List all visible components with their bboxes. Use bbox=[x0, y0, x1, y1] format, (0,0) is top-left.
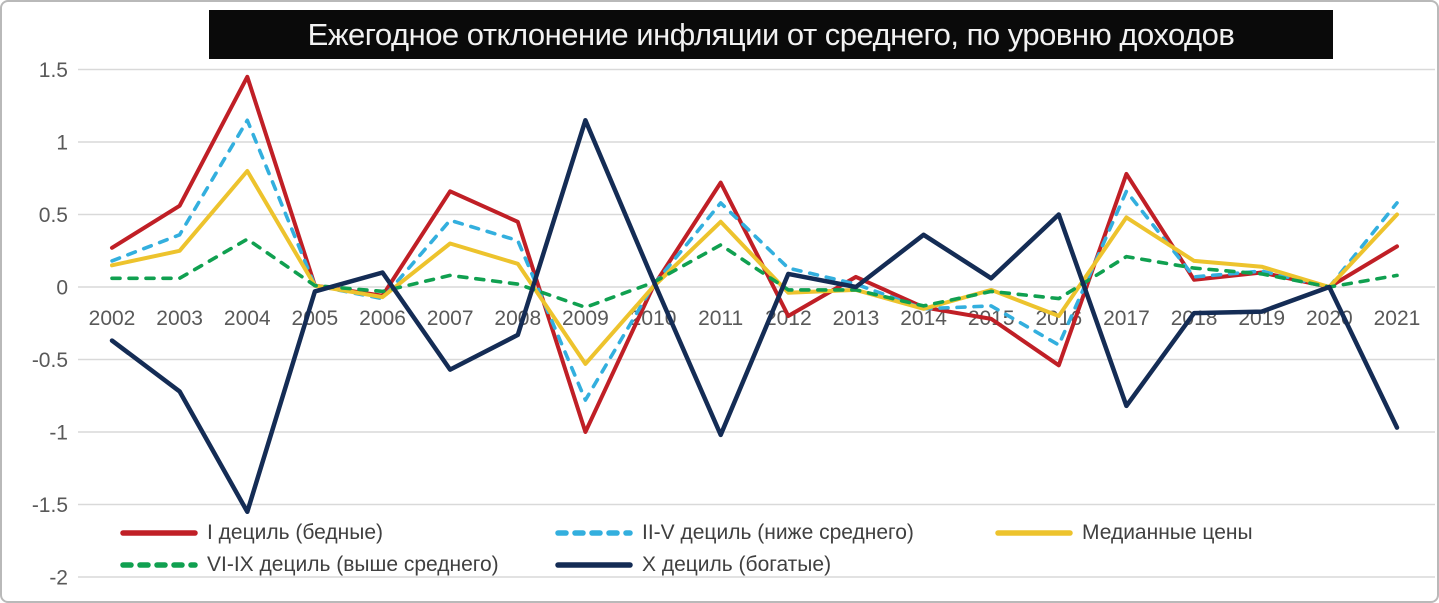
svg-text:2012: 2012 bbox=[765, 307, 812, 330]
legend-swatch-green-dashed-line bbox=[120, 562, 198, 568]
legend-swatch-red-line bbox=[120, 530, 198, 536]
svg-text:-0.5: -0.5 bbox=[32, 349, 68, 372]
svg-text:0: 0 bbox=[56, 277, 68, 300]
chart-title: Ежегодное отклонение инфляции от среднег… bbox=[209, 10, 1333, 59]
svg-text:2006: 2006 bbox=[359, 307, 406, 330]
svg-text:2009: 2009 bbox=[562, 307, 609, 330]
svg-text:2008: 2008 bbox=[494, 307, 541, 330]
svg-text:2021: 2021 bbox=[1374, 307, 1421, 330]
svg-text:1: 1 bbox=[56, 132, 68, 155]
svg-text:2018: 2018 bbox=[1171, 307, 1218, 330]
svg-text:2003: 2003 bbox=[156, 307, 203, 330]
legend-swatch-yellow-line bbox=[995, 530, 1073, 536]
svg-text:-1: -1 bbox=[49, 422, 68, 445]
svg-text:2013: 2013 bbox=[833, 307, 880, 330]
svg-text:2007: 2007 bbox=[427, 307, 474, 330]
legend-item-median: Медианные цены bbox=[995, 521, 1253, 544]
svg-text:2014: 2014 bbox=[900, 307, 947, 330]
svg-text:1.5: 1.5 bbox=[39, 59, 68, 82]
legend-label: I дециль (бедные) bbox=[207, 521, 384, 544]
svg-text:2002: 2002 bbox=[89, 307, 136, 330]
legend-item-decile1: I дециль (бедные) bbox=[120, 521, 384, 544]
svg-text:-2: -2 bbox=[49, 567, 68, 590]
svg-text:2011: 2011 bbox=[698, 307, 743, 330]
legend-item-decile10: X дециль (богатые) bbox=[555, 553, 832, 576]
legend-label: X дециль (богатые) bbox=[642, 553, 832, 576]
legend-label: II-V дециль (ниже среднего) bbox=[642, 521, 914, 544]
svg-text:0.5: 0.5 bbox=[39, 204, 68, 227]
svg-text:2017: 2017 bbox=[1103, 307, 1150, 330]
legend-swatch-navy-line bbox=[555, 562, 633, 568]
svg-text:-1.5: -1.5 bbox=[32, 494, 68, 517]
legend-label: VI-IX дециль (выше среднего) bbox=[207, 553, 499, 576]
svg-text:2005: 2005 bbox=[292, 307, 339, 330]
legend-label: Медианные цены bbox=[1082, 521, 1253, 544]
legend-item-decile2-5: II-V дециль (ниже среднего) bbox=[555, 521, 914, 544]
legend-swatch-blue-dashed-line bbox=[555, 530, 633, 536]
svg-text:2004: 2004 bbox=[224, 307, 271, 330]
legend-item-decile6-9: VI-IX дециль (выше среднего) bbox=[120, 553, 499, 576]
